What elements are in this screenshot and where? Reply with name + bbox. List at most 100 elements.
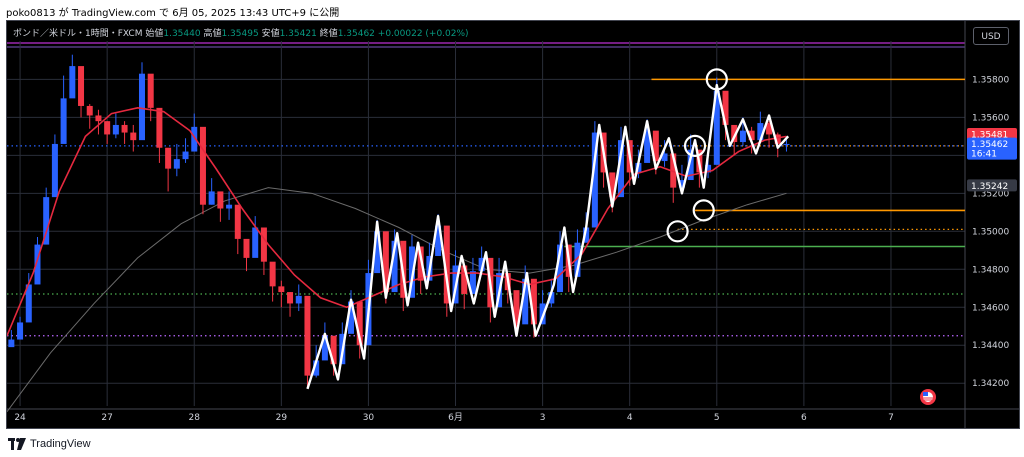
- candle-body: [356, 301, 363, 346]
- change-value: +0.00022 (+0.02%): [377, 29, 469, 39]
- price-tag: [967, 137, 1017, 160]
- candle-body: [8, 339, 15, 348]
- candle-body: [17, 322, 24, 340]
- us-flag-icon-canton: [923, 392, 928, 396]
- candle-body: [243, 238, 250, 258]
- candle-body: [548, 292, 555, 304]
- candle-body: [217, 191, 224, 209]
- candle-body: [591, 132, 598, 228]
- candle-body: [469, 271, 476, 294]
- candle-body: [739, 130, 746, 143]
- candle-body: [43, 197, 50, 245]
- moving-average-fast: [7, 107, 787, 337]
- brand-name: TradingView: [30, 438, 91, 450]
- y-tick-label: 1.34800: [972, 265, 1009, 275]
- x-tick-label: 28: [189, 413, 201, 423]
- candle-body: [130, 132, 137, 141]
- candle-body: [95, 115, 102, 122]
- candle-body: [321, 335, 328, 361]
- price-tag-label: 1.35481: [971, 130, 1008, 140]
- candle-body: [417, 246, 424, 281]
- y-tick-label: 1.35200: [972, 189, 1009, 199]
- x-tick-label: 30: [363, 413, 375, 423]
- candle-body: [69, 66, 76, 99]
- candle-body: [269, 261, 276, 287]
- candle-body: [731, 124, 738, 143]
- candle-body: [147, 73, 154, 108]
- candle-body: [722, 90, 729, 125]
- candle-body: [252, 227, 259, 258]
- candle-body: [644, 130, 651, 163]
- price-chart[interactable]: 1.34200 1.34400 1.34600 1.34800 1.35000 1.352…: [7, 21, 1019, 428]
- marker-circle: [683, 134, 707, 157]
- candle-body: [86, 105, 93, 116]
- candle-body: [783, 143, 790, 145]
- marker-circle: [692, 199, 715, 222]
- candle-body: [687, 149, 694, 181]
- price-tag-label: 1.35462: [971, 140, 1008, 150]
- candle-body: [112, 124, 119, 135]
- chart-frame[interactable]: 1.34200 1.34400 1.34600 1.34800 1.35000 1.352…: [6, 20, 1020, 429]
- candle-body: [34, 244, 41, 285]
- candle-body: [574, 242, 581, 277]
- price-tag-label: 1.35242: [971, 182, 1008, 192]
- price-tag: [967, 127, 1017, 140]
- candle-body: [138, 73, 145, 141]
- close-value: 1.35462: [337, 29, 375, 39]
- symbol-label: ポンド／米ドル・1時間・FXCM: [13, 29, 143, 39]
- close-label: 終値: [319, 29, 338, 39]
- candle-body: [60, 98, 67, 144]
- candle-body: [617, 140, 624, 198]
- x-tick-label: 3: [540, 413, 546, 423]
- candle-body: [678, 180, 685, 188]
- x-tick-label: 24: [14, 413, 26, 423]
- tradingview-logo-icon: [8, 438, 26, 450]
- price-tag-time-label: 16:41: [971, 150, 997, 160]
- candle-body: [461, 265, 468, 294]
- candle-body: [713, 90, 720, 165]
- x-tick-label: 29: [276, 413, 288, 423]
- candle-body: [748, 130, 755, 141]
- y-tick-label: 1.34200: [972, 379, 1009, 389]
- x-tick-label: 6: [801, 413, 807, 423]
- candle-body: [609, 172, 616, 198]
- us-flag-icon: [920, 389, 936, 405]
- candle-body: [199, 126, 206, 205]
- x-tick-label: 27: [101, 413, 112, 423]
- tradingview-logo[interactable]: TradingView: [8, 436, 91, 452]
- candle-body: [348, 301, 355, 334]
- currency-button[interactable]: USD: [973, 27, 1009, 45]
- candle-body: [208, 191, 215, 205]
- marker-circle: [705, 68, 728, 91]
- y-tick-label: 1.35600: [972, 113, 1009, 123]
- y-tick-label: 1.35000: [972, 227, 1009, 237]
- candle-body: [226, 204, 233, 209]
- candle-body: [260, 227, 267, 262]
- candle-body: [652, 130, 659, 162]
- candle-body: [374, 231, 381, 274]
- zigzag-line: [306, 83, 790, 390]
- candle-body: [766, 123, 773, 135]
- candle-body: [278, 286, 285, 293]
- publish-info: poko0813 が TradingView.com で 6月 05, 2025…: [6, 8, 340, 19]
- candle-body: [530, 278, 537, 325]
- low-value: 1.35421: [279, 29, 317, 39]
- high-value: 1.35495: [221, 29, 259, 39]
- candle-body: [313, 360, 320, 376]
- candle-body: [156, 107, 163, 148]
- moving-average-slow: [7, 187, 787, 412]
- x-tick-label: 5: [714, 413, 720, 423]
- candle-body: [51, 143, 58, 198]
- candle-body: [78, 66, 85, 106]
- candle-body: [583, 227, 590, 243]
- candle-body: [774, 134, 781, 144]
- y-tick-label: 1.34400: [972, 341, 1009, 351]
- candle-body: [670, 153, 677, 188]
- x-tick-label: 6月: [448, 412, 463, 423]
- chart-legend: ポンド／米ドル・1時間・FXCM 始値1.35440 高値1.35495 安値1…: [13, 26, 469, 39]
- candle-body: [522, 278, 529, 325]
- candle-body: [295, 295, 302, 304]
- candle-body: [234, 204, 241, 239]
- candle-body: [121, 124, 128, 133]
- candle-body: [557, 244, 564, 293]
